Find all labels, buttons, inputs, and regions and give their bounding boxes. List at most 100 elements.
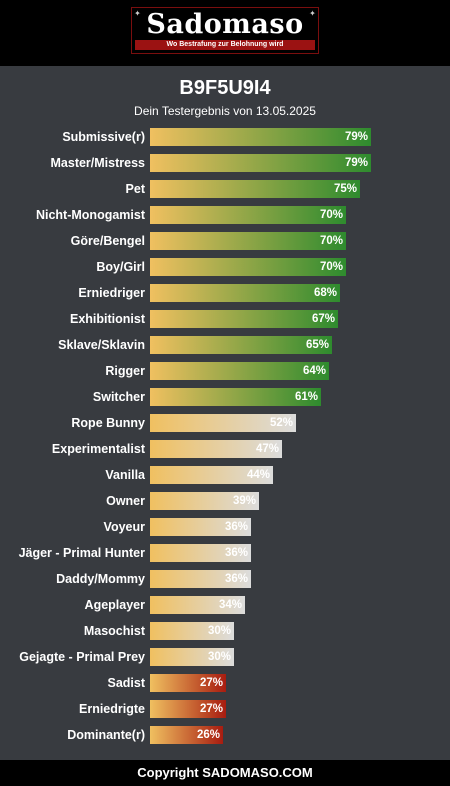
result-row: Exhibitionist 67% <box>0 309 450 329</box>
result-row: Erniedrigte 27% <box>0 699 450 719</box>
result-value: 64% <box>302 365 326 377</box>
result-bar: 27% <box>150 674 226 692</box>
result-label: Masochist <box>83 624 145 638</box>
result-label: Submissive(r) <box>62 130 145 144</box>
result-value: 79% <box>344 131 368 143</box>
result-value: 52% <box>269 417 293 429</box>
result-bar: 52% <box>150 414 296 432</box>
result-row: Ageplayer 34% <box>0 595 450 615</box>
result-row: Submissive(r) 79% <box>0 127 450 147</box>
result-row: Rope Bunny 52% <box>0 413 450 433</box>
result-bar: 30% <box>150 622 234 640</box>
result-bar: 34% <box>150 596 245 614</box>
result-value: 36% <box>224 521 248 533</box>
result-label: Rope Bunny <box>71 416 145 430</box>
result-code: B9F5U9I4 <box>179 77 271 99</box>
result-value: 26% <box>196 729 220 741</box>
result-value: 36% <box>224 573 248 585</box>
result-row: Voyeur 36% <box>0 517 450 537</box>
result-bar: 47% <box>150 440 282 458</box>
result-label: Experimentalist <box>51 442 145 456</box>
result-row: Jäger - Primal Hunter 36% <box>0 543 450 563</box>
result-bar: 36% <box>150 544 251 562</box>
result-bar: 67% <box>150 310 338 328</box>
result-value: 79% <box>344 157 368 169</box>
result-bar: 44% <box>150 466 273 484</box>
result-row: Master/Mistress 79% <box>0 153 450 173</box>
logo-tagline: Wo Bestrafung zur Belohnung wird <box>135 40 315 50</box>
result-label: Göre/Bengel <box>70 234 145 248</box>
result-label: Voyeur <box>103 520 145 534</box>
result-value: 70% <box>319 235 343 247</box>
result-value: 68% <box>313 287 337 299</box>
result-bar: 30% <box>150 648 234 666</box>
result-label: Exhibitionist <box>70 312 145 326</box>
result-label: Owner <box>106 494 145 508</box>
site-logo[interactable]: ✦ ✦ Sadomaso Wo Bestrafung zur Belohnung… <box>131 7 319 54</box>
result-label: Erniedrigte <box>79 702 145 716</box>
result-label: Gejagte - Primal Prey <box>19 650 145 664</box>
ornament-icon: ✦ <box>134 9 141 18</box>
result-label: Sklave/Sklavin <box>58 338 145 352</box>
result-bar: 64% <box>150 362 329 380</box>
result-row: Sadist 27% <box>0 673 450 693</box>
result-bar: 27% <box>150 700 226 718</box>
result-bar: 61% <box>150 388 321 406</box>
result-bar: 65% <box>150 336 332 354</box>
ornament-icon: ✦ <box>309 9 316 18</box>
result-label: Erniedriger <box>78 286 145 300</box>
result-row: Daddy/Mommy 36% <box>0 569 450 589</box>
result-bar: 68% <box>150 284 340 302</box>
result-value: 36% <box>224 547 248 559</box>
logo-title: Sadomaso <box>146 9 304 40</box>
result-label: Sadist <box>107 676 145 690</box>
result-bar: 39% <box>150 492 259 510</box>
result-bar: 36% <box>150 570 251 588</box>
result-value: 70% <box>319 209 343 221</box>
result-bar: 26% <box>150 726 223 744</box>
result-value: 44% <box>246 469 270 481</box>
result-row: Boy/Girl 70% <box>0 257 450 277</box>
result-row: Rigger 64% <box>0 361 450 381</box>
result-value: 75% <box>333 183 357 195</box>
result-bar: 70% <box>150 258 346 276</box>
result-label: Switcher <box>92 390 145 404</box>
result-row: Switcher 61% <box>0 387 450 407</box>
result-row: Vanilla 44% <box>0 465 450 485</box>
result-row: Experimentalist 47% <box>0 439 450 459</box>
result-bar: 70% <box>150 206 346 224</box>
result-row: Gejagte - Primal Prey 30% <box>0 647 450 667</box>
result-subtitle: Dein Testergebnis von 13.05.2025 <box>134 104 316 118</box>
result-row: Masochist 30% <box>0 621 450 641</box>
result-value: 47% <box>255 443 279 455</box>
result-value: 39% <box>232 495 256 507</box>
result-value: 67% <box>311 313 335 325</box>
result-row: Nicht-Monogamist 70% <box>0 205 450 225</box>
result-value: 30% <box>207 625 231 637</box>
result-value: 61% <box>294 391 318 403</box>
result-label: Master/Mistress <box>50 156 146 170</box>
result-bar: 79% <box>150 154 371 172</box>
result-value: 30% <box>207 651 231 663</box>
result-label: Rigger <box>105 364 145 378</box>
result-value: 65% <box>305 339 329 351</box>
result-label: Ageplayer <box>84 598 145 612</box>
result-label: Jäger - Primal Hunter <box>18 546 145 560</box>
result-label: Pet <box>125 182 145 196</box>
result-row: Pet 75% <box>0 179 450 199</box>
result-row: Göre/Bengel 70% <box>0 231 450 251</box>
result-row: Owner 39% <box>0 491 450 511</box>
result-label: Nicht-Monogamist <box>35 208 145 222</box>
result-label: Boy/Girl <box>96 260 145 274</box>
footer: Copyright SADOMASO.COM <box>0 760 450 786</box>
result-label: Dominante(r) <box>67 728 145 742</box>
result-row: Dominante(r) 26% <box>0 725 450 745</box>
result-bar: 36% <box>150 518 251 536</box>
result-bar: 70% <box>150 232 346 250</box>
header: ✦ ✦ Sadomaso Wo Bestrafung zur Belohnung… <box>0 0 450 66</box>
result-bar: 75% <box>150 180 360 198</box>
result-bar: 79% <box>150 128 371 146</box>
result-value: 70% <box>319 261 343 273</box>
result-value: 34% <box>218 599 242 611</box>
result-label: Daddy/Mommy <box>56 572 145 586</box>
